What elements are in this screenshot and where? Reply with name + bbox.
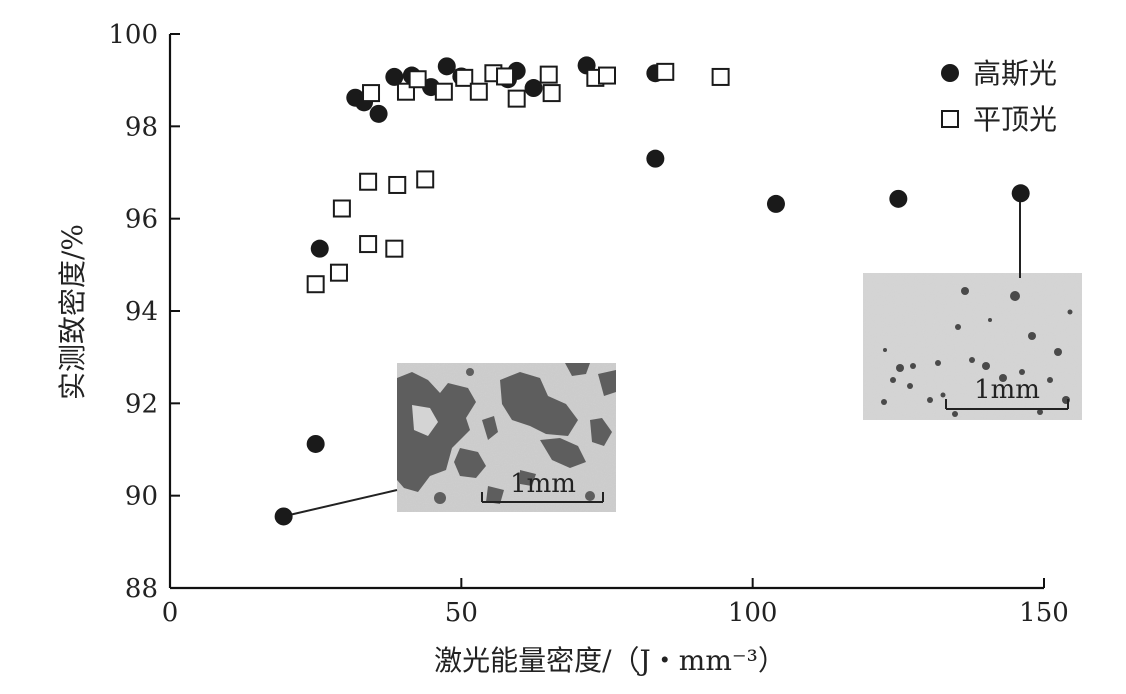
data-point [656,62,675,81]
inset-scale-bar [945,399,1069,410]
tick-labels: 0 50 100 150 88 90 92 94 96 98 100 [108,20,1068,628]
data-point [329,263,348,282]
data-point [455,68,474,87]
legend-item-gaussian: 高斯光 [941,57,1057,90]
data-point [766,194,785,213]
data-point [362,84,381,103]
data-point [388,175,407,194]
data-point [711,67,730,86]
data-point [408,70,427,89]
data-point [469,82,488,101]
y-tick-label: 92 [125,389,158,419]
data-point [385,67,404,86]
legend-marker-filled-circle [941,64,959,82]
data-point [889,189,908,208]
x-tick-label: 0 [162,598,179,628]
pore-dots [881,287,1073,417]
y-tick-label: 98 [125,112,158,142]
y-tick-label: 96 [125,205,158,235]
legend: 高斯光 平顶光 [941,57,1057,136]
data-point [437,57,456,76]
data-point [646,149,665,168]
data-point [542,84,561,103]
inset-scale-label: 1mm [974,375,1040,405]
x-axis-title: 激光能量密度/（J・mm⁻³） [434,644,786,677]
data-point [310,239,329,258]
inset-leader-line [284,489,398,517]
data-point [332,199,351,218]
x-tick-label: 100 [728,598,778,628]
inset-scale-label: 1mm [510,469,576,499]
legend-label: 高斯光 [973,57,1057,90]
y-tick-label: 88 [125,574,158,604]
series-flat-top [306,62,730,294]
pore-regions [397,363,616,504]
data-point [507,89,526,108]
data-point [359,172,378,191]
data-point [598,66,616,85]
data-point [1011,184,1030,203]
x-tick-label: 50 [445,598,478,628]
legend-item-flat-top: 平顶光 [941,103,1057,136]
inset-scale-bar [481,492,604,503]
y-tick-label: 100 [108,20,158,50]
x-tick-label: 150 [1019,598,1069,628]
data-point [524,79,543,98]
data-point [306,434,325,453]
high-energy-micrograph-inset: 1mm [863,273,1082,420]
low-energy-micrograph-inset: 1mm [397,363,616,512]
data-point [385,239,404,258]
data-point [434,82,453,101]
data-point [274,507,293,526]
legend-label: 平顶光 [973,103,1057,136]
data-point [369,104,388,123]
ticks [169,33,1045,589]
data-point [416,170,435,189]
y-tick-label: 94 [125,297,158,327]
y-axis-title: 实测致密度/% [56,224,89,400]
legend-marker-open-square [941,110,959,128]
data-point [359,235,378,254]
data-point [496,67,515,86]
data-point [539,65,558,84]
data-point [306,275,325,294]
y-tick-label: 90 [125,482,158,512]
